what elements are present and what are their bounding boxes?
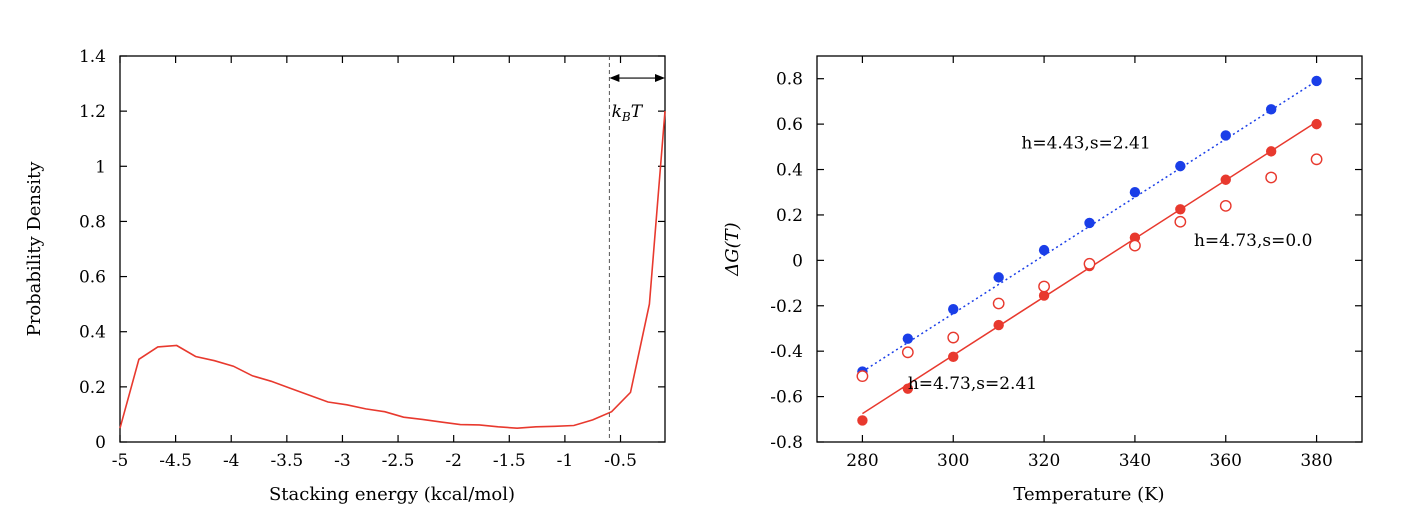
- right-x-ticks: 280 300 320 340 360 380: [846, 56, 1333, 471]
- kbt-sub: B: [621, 110, 631, 124]
- x-tick-label: -2.5: [382, 451, 415, 471]
- data-point: [1311, 118, 1322, 130]
- x-tick-label: 340: [1119, 451, 1151, 471]
- left-y-axis-label: Probability Density: [24, 161, 45, 337]
- left-x-axis-label: Stacking energy (kcal/mol): [269, 484, 515, 505]
- left-x-ticks: -5 -4.5 -4 -3.5 -3 -2.5 -2 -1.5 -1 -0.5: [112, 56, 637, 471]
- kbt-arrow-right: [655, 74, 665, 83]
- data-point: [857, 415, 868, 426]
- x-tick-label: -5: [112, 451, 129, 471]
- y-tick-label: 0.2: [776, 206, 803, 226]
- series-annotation: h=4.73,s=0.0: [1194, 231, 1312, 251]
- x-tick-label: 380: [1300, 451, 1332, 471]
- right-plot-area: 280 300 320 340 360 380 -0.8 -0.6 -0.4 -0.2 0 0.2 0…: [770, 55, 1363, 471]
- data-point: [856, 370, 869, 383]
- x-tick-label: -3: [334, 451, 351, 471]
- right-x-axis-label: Temperature (K): [1013, 484, 1164, 505]
- y-tick-label: -0.8: [770, 433, 803, 453]
- y-tick-label: 0.8: [776, 70, 803, 90]
- data-point: [1129, 239, 1141, 252]
- data-point: [1083, 257, 1096, 270]
- y-tick-label: 0: [792, 251, 803, 271]
- data-point: [1038, 290, 1050, 301]
- y-tick-label: -0.4: [770, 342, 803, 362]
- data-point: [1265, 146, 1277, 157]
- y-tick-label: -0.6: [770, 388, 803, 408]
- data-point: [948, 303, 959, 315]
- x-tick-label: 300: [937, 451, 969, 471]
- x-tick-label: 360: [1210, 451, 1242, 471]
- left-annotations: kBT: [608, 56, 665, 442]
- kbt-arrow-left: [609, 74, 620, 83]
- data-point: [1174, 215, 1187, 228]
- y-tick-label: 1: [95, 157, 106, 177]
- data-point: [1038, 280, 1050, 293]
- data-point: [1084, 217, 1095, 229]
- data-point: [1220, 130, 1231, 141]
- data-point: [1265, 104, 1277, 115]
- x-tick-label: -1.5: [493, 451, 526, 471]
- right-annotations: h=4.43,s=2.41 h=4.73,s=0.0 h=4.73,s=2.41: [908, 133, 1313, 394]
- x-tick-label: -4.5: [159, 451, 192, 471]
- data-point: [1038, 244, 1050, 256]
- x-tick-label: -2: [445, 451, 462, 471]
- x-tick-label: 280: [846, 451, 878, 471]
- y-tick-label: 0.2: [79, 378, 106, 398]
- data-point: [992, 297, 1005, 310]
- data-point: [947, 331, 960, 344]
- data-point: [948, 351, 959, 363]
- data-point: [901, 346, 914, 359]
- kbt-t: T: [631, 102, 644, 122]
- series-annotation: h=4.43,s=2.41: [1021, 133, 1150, 153]
- x-tick-label: -4: [223, 451, 240, 471]
- y-tick-label: -0.2: [770, 297, 803, 317]
- y-tick-label: 0: [95, 433, 106, 453]
- right-chart: 280 300 320 340 360 380 -0.8 -0.6 -0.4 -0.2 0 0.2 0…: [722, 55, 1363, 505]
- left-plot-frame: [119, 55, 666, 443]
- x-tick-label: 320: [1028, 451, 1060, 471]
- data-point: [1175, 160, 1186, 172]
- y-tick-label: 0.4: [776, 161, 803, 181]
- data-point: [1129, 187, 1141, 198]
- y-tick-label: 0.4: [79, 323, 106, 343]
- x-tick-label: -0.5: [604, 451, 637, 471]
- data-point: [1129, 232, 1141, 243]
- y-tick-label: 0.8: [79, 212, 106, 232]
- kbt-label: kBT: [612, 102, 644, 124]
- right-y-axis-label: ΔG(T): [722, 222, 743, 276]
- density-line: [119, 111, 666, 430]
- right-plot-frame: [816, 55, 1363, 443]
- left-y-ticks: 0 0.2 0.4 0.6 0.8 1 1.2 1.4: [79, 47, 665, 453]
- left-series: [119, 111, 666, 430]
- y-tick-label: 0.6: [79, 268, 106, 288]
- data-point: [1311, 75, 1322, 87]
- data-point: [902, 383, 914, 394]
- data-point: [1219, 199, 1232, 212]
- data-point: [1220, 174, 1231, 185]
- kbt-k: k: [612, 102, 622, 122]
- data-point: [1310, 153, 1323, 166]
- left-plot-area: -5 -4.5 -4 -3.5 -3 -2.5 -2 -1.5 -1 -0.5 0 0.2 0.4 0.…: [79, 47, 666, 471]
- right-y-ticks: -0.8 -0.6 -0.4 -0.2 0 0.2 0.4 0.6 0.8: [770, 70, 1362, 453]
- data-point: [993, 319, 1004, 331]
- x-tick-label: -3.5: [270, 451, 303, 471]
- y-tick-label: 1.2: [79, 102, 106, 122]
- right-series: [856, 75, 1323, 426]
- series-annotation: h=4.73,s=2.41: [908, 374, 1037, 394]
- left-chart: -5 -4.5 -4 -3.5 -3 -2.5 -2 -1.5 -1 -0.5 0 0.2 0.4 0.…: [24, 47, 666, 505]
- data-point: [1175, 204, 1186, 215]
- data-point: [902, 333, 914, 344]
- x-tick-label: -1: [557, 451, 574, 471]
- y-tick-label: 1.4: [79, 47, 106, 67]
- data-point: [993, 272, 1004, 283]
- data-point: [1265, 171, 1278, 184]
- y-tick-label: 0.6: [776, 115, 803, 135]
